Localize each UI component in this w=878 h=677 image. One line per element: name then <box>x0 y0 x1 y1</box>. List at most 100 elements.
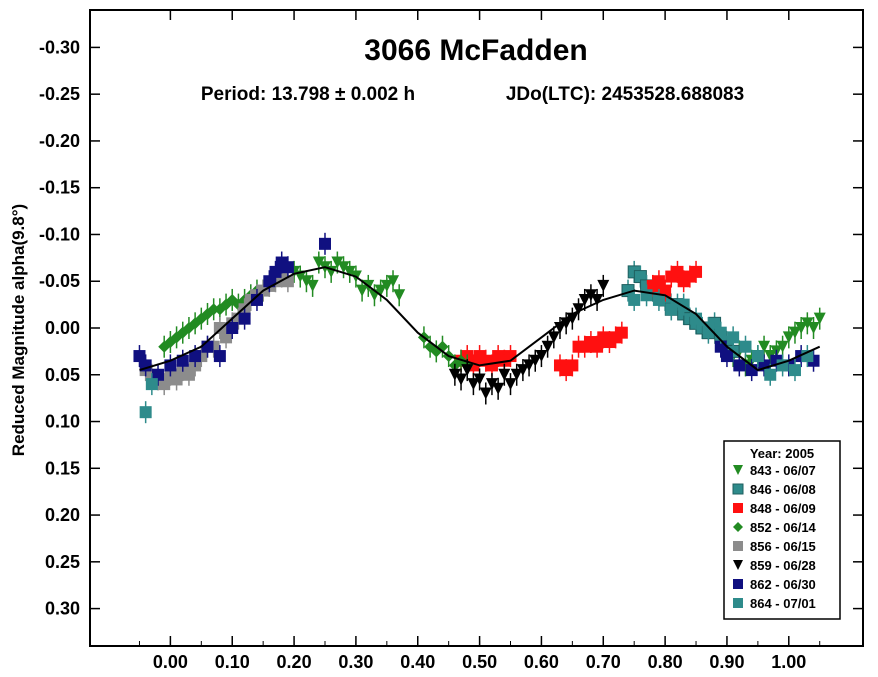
legend-marker <box>733 522 743 532</box>
data-point <box>139 406 152 419</box>
x-tick-label: 0.70 <box>586 652 621 672</box>
x-tick-label: 0.30 <box>338 652 373 672</box>
legend-box <box>723 440 841 620</box>
legend-title: Year: 2005 <box>750 446 814 461</box>
data-point <box>176 354 189 367</box>
legend-items: 843 - 06/07 846 - 06/08 848 - 06/09 852 - 0… <box>732 463 817 611</box>
data-point <box>213 322 226 334</box>
data-point <box>541 340 554 353</box>
y-tick-label: 0.15 <box>45 458 80 478</box>
x-tick-label: 0.50 <box>462 652 497 672</box>
data-point <box>764 368 777 381</box>
data-point <box>133 350 146 363</box>
data-point <box>269 265 282 278</box>
data-point <box>220 331 233 344</box>
data-point <box>467 378 480 391</box>
y-tick-label: 0.20 <box>45 505 80 525</box>
data-point <box>281 261 294 274</box>
legend-marker <box>733 465 743 475</box>
x-tick-label: 1.00 <box>771 652 806 672</box>
data-point <box>764 350 777 363</box>
data-point <box>300 275 313 288</box>
data-point <box>671 265 684 278</box>
fit-curve <box>139 266 821 372</box>
data-point <box>782 331 795 344</box>
data-point <box>207 303 220 316</box>
data-point <box>504 350 517 363</box>
y-axis-label: Reduced Magnitude alpha(9.8°) <box>9 204 28 456</box>
y-tick-label: -0.30 <box>39 37 80 57</box>
data-point <box>485 378 498 391</box>
data-point <box>387 275 400 288</box>
x-tick-label: 0.90 <box>709 652 744 672</box>
data-point <box>516 364 529 377</box>
data-point <box>690 312 703 325</box>
x-tick-label: 0.10 <box>215 652 250 672</box>
data-point <box>523 359 536 372</box>
data-point <box>461 364 474 377</box>
legend-entry: 852 - 06/14 <box>750 520 817 535</box>
y-tick-label: -0.25 <box>39 84 80 104</box>
data-point <box>226 322 239 334</box>
data-point <box>510 368 523 381</box>
data-point <box>801 317 814 330</box>
y-tick-label: -0.10 <box>39 224 80 244</box>
data-point <box>578 293 591 306</box>
y-tick-label: -0.15 <box>39 178 80 198</box>
x-tick-label: 0.00 <box>153 652 188 672</box>
legend-entry: 848 - 06/09 <box>750 501 816 516</box>
data-point <box>652 293 665 306</box>
data-point <box>145 378 158 391</box>
y-tick-label: 0.05 <box>45 365 80 385</box>
data-point <box>758 340 771 353</box>
data-point <box>158 378 171 391</box>
chart-subtitle-epoch: JDo(LTC): 2453528.688083 <box>506 84 744 105</box>
legend-marker <box>733 598 743 608</box>
y-tick-label: 0.25 <box>45 552 80 572</box>
data-point <box>380 279 393 292</box>
legend-marker <box>733 560 743 570</box>
data-point <box>659 284 672 297</box>
data-point <box>337 261 350 274</box>
data-point <box>535 350 548 363</box>
x-tick-label: 0.20 <box>277 652 312 672</box>
data-point <box>795 322 808 334</box>
data-point <box>584 289 597 302</box>
data-point <box>665 303 678 316</box>
data-point <box>498 368 511 381</box>
data-point <box>492 382 505 395</box>
y-tick-label: -0.05 <box>39 271 80 291</box>
data-point <box>727 331 740 344</box>
legend: Year: 2005 843 - 06/07 846 - 06/08 848 - 0… <box>723 440 841 620</box>
data-point <box>652 275 665 288</box>
data-point <box>751 350 764 363</box>
data-point <box>374 284 387 297</box>
x-tick-label: 0.80 <box>648 652 683 672</box>
data-point <box>690 265 703 278</box>
data-point <box>393 289 406 302</box>
data-point <box>529 354 542 367</box>
legend-entry: 862 - 06/30 <box>750 577 816 592</box>
data-point <box>628 293 641 306</box>
data-point <box>170 373 183 386</box>
data-point <box>238 312 251 325</box>
data-point <box>318 237 331 250</box>
data-point <box>788 326 801 339</box>
legend-entry: 846 - 06/08 <box>750 482 816 497</box>
legend-marker <box>732 483 744 495</box>
data-point <box>182 368 195 381</box>
legend-entry: 859 - 06/28 <box>750 558 816 573</box>
data-point <box>504 378 517 391</box>
data-point <box>615 326 628 339</box>
axis-ticks: 0.00 0.10 0.20 0.30 0.40 0.50 0.60 0.70 0.80 0.90… <box>39 10 863 672</box>
data-point <box>807 322 820 334</box>
legend-entry: 856 - 06/15 <box>750 539 816 554</box>
data-point <box>733 359 746 372</box>
data-point <box>572 303 585 316</box>
data-point <box>213 350 226 363</box>
data-point <box>455 373 468 386</box>
data-point <box>250 293 263 306</box>
data-point <box>739 340 752 353</box>
data-point <box>201 340 214 353</box>
data-point <box>547 331 560 344</box>
